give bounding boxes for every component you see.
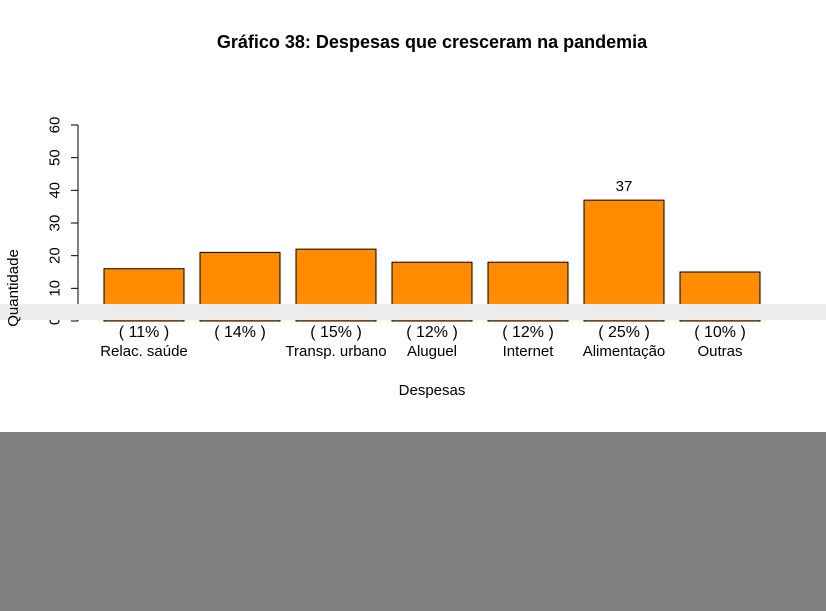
category-label: Relac. saúde: [100, 343, 188, 360]
category-label: Internet: [503, 343, 555, 360]
value-labels-group: 37: [616, 178, 633, 195]
bar-percent-label: ( 12% ): [406, 324, 458, 341]
overlay-band: [0, 304, 826, 320]
category-labels-group: ( 11% ) Relac. saúde ( 14% ) ( 15% ) Transp.…: [100, 324, 746, 360]
bar-percent-label: ( 12% ): [502, 324, 554, 341]
y-tick-label: 30: [47, 215, 64, 232]
bar-value-label: 37: [616, 178, 633, 195]
bar-percent-label: ( 25% ): [598, 324, 650, 341]
y-tick-label: 10: [47, 280, 64, 297]
bar-percent-label: ( 14% ): [214, 324, 266, 341]
gray-footer-area: [0, 432, 826, 611]
y-tick-label: 40: [47, 182, 64, 199]
category-label: Alimentação: [583, 343, 666, 360]
x-axis-label: Despesas: [399, 382, 466, 399]
bar-percent-label: ( 10% ): [694, 324, 746, 341]
category-label: Aluguel: [407, 343, 457, 360]
bars-group: [104, 200, 760, 321]
chart-title: Gráfico 38: Despesas que cresceram na pa…: [217, 32, 648, 52]
bar-chart: Gráfico 38: Despesas que cresceram na pa…: [0, 0, 826, 432]
category-label: Outras: [697, 343, 742, 360]
y-axis-label: Quantidade: [5, 249, 22, 327]
y-tick-label: 60: [47, 117, 64, 134]
bar-percent-label: ( 15% ): [310, 324, 362, 341]
y-tick-label: 50: [47, 149, 64, 166]
bar-percent-label: ( 11% ): [119, 324, 169, 341]
category-label: Transp. urbano: [285, 343, 386, 360]
bar: [584, 200, 664, 321]
y-tick-label: 20: [47, 247, 64, 264]
